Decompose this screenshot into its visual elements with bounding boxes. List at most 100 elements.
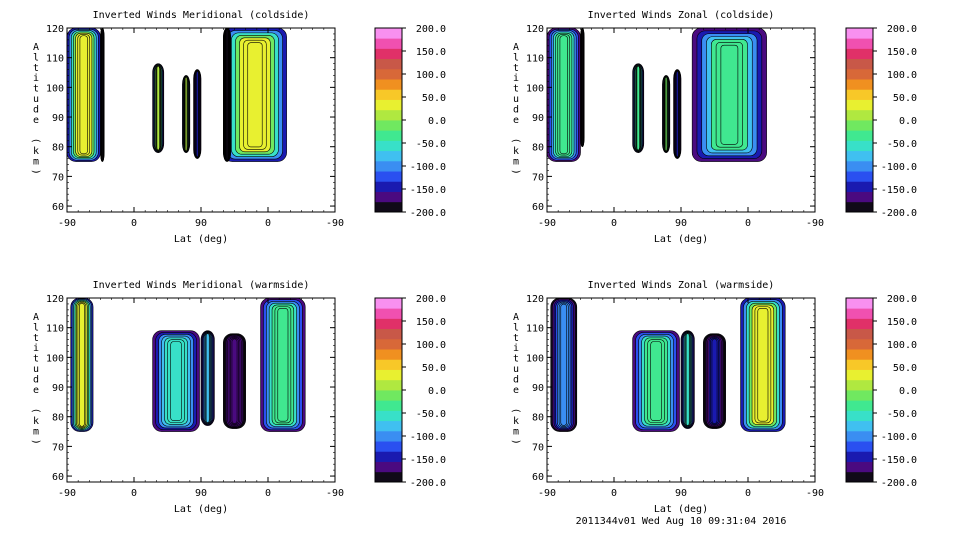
colorbar-swatch <box>375 400 402 411</box>
colorbar-swatch <box>375 369 402 381</box>
colorbar-swatch <box>375 48 402 60</box>
contour-band <box>650 341 662 421</box>
y-tick-label: 120 <box>46 294 64 305</box>
y-tick-label: 90 <box>532 383 544 394</box>
colorbar-tick-label: 200.0 <box>416 294 446 305</box>
y-tick-label: 120 <box>526 294 544 305</box>
y-axis-label-char: u <box>33 94 39 105</box>
contour-band <box>559 35 568 155</box>
contour-band <box>757 308 769 422</box>
y-axis-label-char: u <box>33 364 39 375</box>
colorbar-swatch <box>375 79 402 90</box>
colorbar-swatch <box>375 379 402 391</box>
contour-region <box>632 330 680 432</box>
colorbar-tick-label: -50.0 <box>416 139 446 150</box>
y-tick-label: 70 <box>52 442 64 453</box>
contour-region <box>100 28 105 162</box>
colorbar-swatch <box>846 441 873 452</box>
y-axis-label-char: ( <box>510 408 521 414</box>
colorbar-swatch <box>375 171 402 182</box>
colorbar: 200.0 150.0 100.0 50.0 0.0 -50.0 -100.0 -150.0 -… <box>374 294 446 489</box>
contour-band <box>196 70 199 158</box>
contour-band <box>184 76 188 152</box>
colorbar-swatch <box>846 379 873 391</box>
colorbar-tick-label: 200.0 <box>887 294 917 305</box>
x-axis-label: Lat (deg) <box>654 234 708 245</box>
colorbar-tick-label: -150.0 <box>881 185 917 196</box>
colorbar-tick-label: 50.0 <box>422 363 446 374</box>
colorbar-swatch <box>846 461 873 473</box>
contour-region <box>550 298 578 432</box>
colorbar-tick-label: 150.0 <box>416 47 446 58</box>
contour-band <box>664 76 668 152</box>
y-axis-label-char: t <box>513 354 519 365</box>
colorbar-swatch <box>375 359 402 370</box>
y-tick-label: 110 <box>46 324 64 335</box>
colorbar-swatch <box>846 58 873 70</box>
colorbar-swatch <box>375 471 402 483</box>
colorbar-tick-label: 0.0 <box>428 386 446 397</box>
contour-band <box>79 302 85 427</box>
contour-band <box>205 333 210 423</box>
y-tick-label: 100 <box>46 353 64 364</box>
chart-title: Inverted Winds Zonal (warmside) <box>588 280 775 291</box>
y-tick-label: 110 <box>526 324 544 335</box>
colorbar-swatch <box>375 451 402 462</box>
contour-region <box>152 330 200 432</box>
x-tick-label: -90 <box>806 218 824 229</box>
x-tick-label: 0 <box>265 218 271 229</box>
colorbar-swatch <box>846 68 873 80</box>
x-tick-label: 90 <box>675 488 687 499</box>
colorbar-swatch <box>846 471 873 483</box>
x-tick-label: 90 <box>195 218 207 229</box>
contour-region <box>182 75 191 153</box>
y-tick-label: 90 <box>52 383 64 394</box>
colorbar-tick-label: 100.0 <box>416 70 446 81</box>
y-axis-label-char: t <box>33 333 39 344</box>
contour-band <box>720 44 739 145</box>
y-axis-label-char: l <box>33 322 39 333</box>
contour-band <box>156 65 160 151</box>
x-tick-label: -90 <box>806 488 824 499</box>
y-axis-label-char: A <box>513 42 519 53</box>
x-tick-label: 90 <box>675 218 687 229</box>
y-tick-label: 60 <box>52 472 64 483</box>
colorbar-swatch <box>375 441 402 452</box>
colorbar-swatch <box>846 390 873 401</box>
y-axis-label-char: u <box>513 94 519 105</box>
chart-title: Inverted Winds Meridional (coldside) <box>93 10 310 21</box>
colorbar-tick-label: -200.0 <box>410 208 446 219</box>
contour-region <box>223 28 232 162</box>
colorbar-tick-label: -200.0 <box>410 478 446 489</box>
colorbar-tick-label: -150.0 <box>881 455 917 466</box>
y-axis-label-char: t <box>33 63 39 74</box>
chart-title: Inverted Winds Zonal (coldside) <box>588 10 775 21</box>
y-axis-label-char: d <box>33 374 39 385</box>
y-tick-label: 70 <box>532 442 544 453</box>
colorbar-swatch <box>846 338 873 350</box>
y-axis-label-char: k <box>33 146 39 157</box>
y-axis-label-char: t <box>33 354 39 365</box>
contour-region <box>152 63 165 153</box>
colorbar-tick-label: -150.0 <box>410 185 446 196</box>
colorbar-swatch <box>375 308 402 319</box>
colorbar-swatch <box>846 328 873 340</box>
y-tick-label: 100 <box>526 353 544 364</box>
colorbar-tick-label: -150.0 <box>410 455 446 466</box>
panel-zonal-warmside: Inverted Winds Zonal (warmside) 60 70 80 90… <box>510 280 917 515</box>
contour-regions <box>550 298 786 432</box>
x-tick-label: -90 <box>538 218 556 229</box>
contour-band <box>247 42 263 148</box>
colorbar: 200.0 150.0 100.0 50.0 0.0 -50.0 -100.0 -150.0 -… <box>845 24 917 219</box>
colorbar-swatch <box>375 298 402 309</box>
contour-band <box>711 338 718 424</box>
colorbar-swatch <box>846 298 873 309</box>
y-tick-label: 120 <box>46 24 64 35</box>
colorbar-tick-label: -200.0 <box>881 478 917 489</box>
contour-region <box>67 28 101 162</box>
y-axis-label-char: t <box>33 84 39 95</box>
y-tick-label: 100 <box>526 83 544 94</box>
